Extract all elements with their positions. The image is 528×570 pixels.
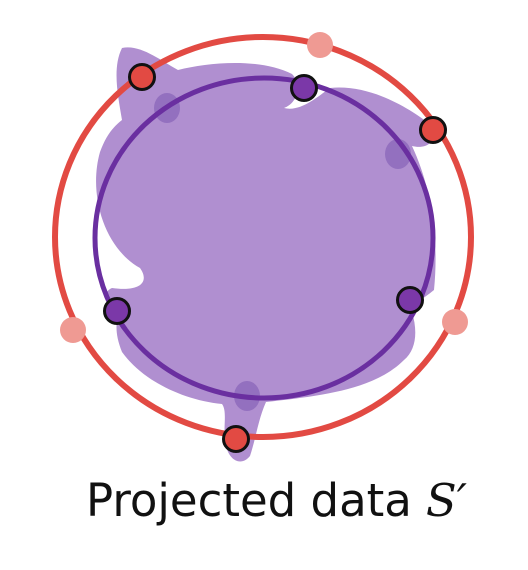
purple-point: [290, 74, 318, 102]
inner-circle: [92, 75, 436, 401]
purple-point: [396, 286, 424, 314]
projected-data-region: [96, 47, 436, 462]
faded-red-point: [60, 317, 86, 343]
caption-text: Projected data: [86, 474, 412, 527]
faded-red-point: [307, 32, 333, 58]
red-point: [128, 63, 156, 91]
faded-red-point: [442, 309, 468, 335]
purple-point: [103, 297, 131, 325]
caption-symbol: S′: [425, 474, 467, 527]
outer-circle: [52, 34, 474, 440]
red-point: [222, 425, 250, 453]
figure-caption: Projected data S′: [86, 474, 467, 534]
red-point: [419, 116, 447, 144]
